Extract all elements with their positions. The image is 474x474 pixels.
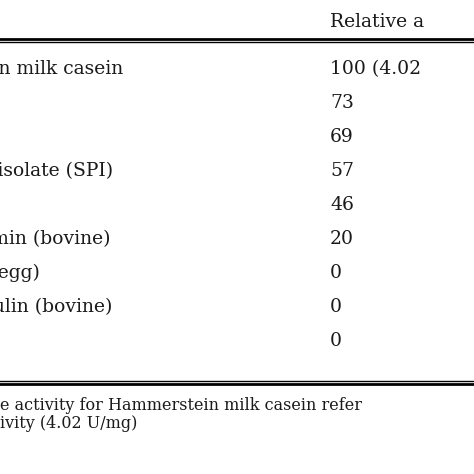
Text: β-Lactoglobulin (bovine): β-Lactoglobulin (bovine) — [0, 298, 112, 316]
Text: Relative a: Relative a — [330, 13, 424, 31]
Text: Hammerstein milk casein: Hammerstein milk casein — [0, 60, 123, 78]
Text: 57: 57 — [330, 162, 354, 180]
Text: Cytochrome: Cytochrome — [0, 94, 3, 112]
Text: 73: 73 — [330, 94, 354, 112]
Text: ivity (4.02 U/mg): ivity (4.02 U/mg) — [0, 416, 137, 432]
Text: e activity for Hammerstein milk casein refer: e activity for Hammerstein milk casein r… — [0, 398, 362, 414]
Text: 46: 46 — [330, 196, 354, 214]
Text: 20: 20 — [330, 230, 354, 248]
Text: 0: 0 — [330, 332, 342, 350]
Text: Serum albumin (bovine): Serum albumin (bovine) — [0, 230, 110, 248]
Text: 69: 69 — [330, 128, 354, 146]
Text: Soy protein isolate (SPI): Soy protein isolate (SPI) — [0, 162, 113, 180]
Text: 0: 0 — [330, 298, 342, 316]
Text: Ovalbumin (egg): Ovalbumin (egg) — [0, 264, 40, 282]
Text: 0: 0 — [330, 264, 342, 282]
Text: 100 (4.02: 100 (4.02 — [330, 60, 421, 78]
